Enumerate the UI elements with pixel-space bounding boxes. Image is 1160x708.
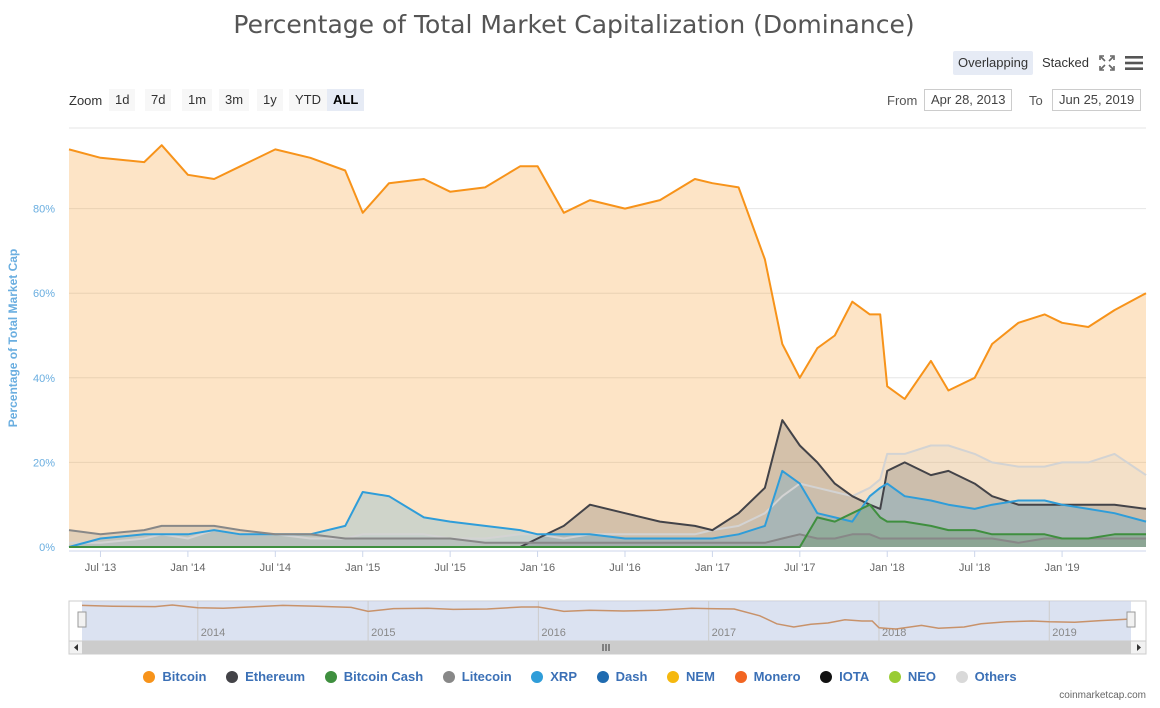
legend-label: Monero	[753, 669, 801, 684]
legend-item-monero[interactable]: Monero	[734, 669, 801, 684]
legend-label: NEM	[686, 669, 715, 684]
legend-marker-icon	[226, 670, 239, 683]
navigator-tick-label: 2019	[1052, 627, 1076, 639]
legend-label: Bitcoin	[162, 669, 207, 684]
x-tick-label: Jan '18	[870, 562, 905, 574]
litecoin-line[interactable]	[68, 524, 1146, 544]
ethereum-area	[69, 420, 1146, 547]
legend-label: NEO	[907, 669, 937, 684]
legend-item-ethereum[interactable]: Ethereum	[226, 669, 305, 684]
legend-marker-icon	[667, 670, 680, 683]
to-date-input[interactable]: Jun 25, 2019	[1052, 89, 1142, 111]
legend-marker-icon	[143, 670, 156, 683]
navigator-tick-label: 2018	[882, 627, 906, 639]
scroll-right-icon[interactable]	[1137, 644, 1141, 651]
navigator-tick-label: 2014	[201, 627, 225, 639]
zoom-ytd-button[interactable]: YTD	[289, 89, 327, 111]
legend-marker-icon	[734, 670, 747, 683]
y-tick-label: 40%	[33, 373, 55, 385]
zoom-3m-button[interactable]: 3m	[219, 89, 250, 111]
legend-item-nem[interactable]: NEM	[667, 669, 715, 684]
x-tick-label: Jul '17	[784, 562, 815, 574]
from-date-input[interactable]: Apr 28, 2013	[924, 89, 1013, 111]
bitcoin-area	[69, 145, 1146, 547]
x-tick-label: Jul '16	[609, 562, 640, 574]
legend-label: Dash	[615, 669, 648, 684]
legend-label: IOTA	[839, 669, 870, 684]
legend-marker-icon	[820, 670, 833, 683]
zoom-1m-button[interactable]: 1m	[182, 89, 213, 111]
y-tick-label: 0%	[39, 542, 55, 554]
menu-icon[interactable]	[1125, 55, 1143, 71]
x-tick-label: Jan '14	[170, 562, 205, 574]
navigator-tick-label: 2017	[712, 627, 736, 639]
to-label: To	[1029, 93, 1043, 108]
zoom-7d-button[interactable]: 7d	[145, 89, 172, 111]
chart-title: Percentage of Total Market Capitalizatio…	[233, 10, 915, 39]
zoom-label: Zoom	[69, 93, 103, 108]
legend-marker-icon	[596, 670, 609, 683]
legend-item-litecoin[interactable]: Litecoin	[442, 669, 512, 684]
navigator-bitcoin-line	[81, 604, 1132, 630]
scroll-left-icon[interactable]	[74, 644, 78, 651]
legend-label: XRP	[550, 669, 577, 684]
navigator-tick-label: 2015	[371, 627, 395, 639]
navigator-tick-label: 2016	[541, 627, 565, 639]
legend-item-dash[interactable]: Dash	[596, 669, 648, 684]
others-area	[69, 445, 1146, 547]
bitcoin-cash-line[interactable]	[69, 503, 1146, 548]
legend: Bitcoin Ethereum Bitcoin Cash Litecoin X…	[0, 669, 1160, 686]
legend-marker-icon	[531, 670, 544, 683]
legend-item-xrp[interactable]: XRP	[531, 669, 577, 684]
x-tick-label: Jul '15	[434, 562, 465, 574]
legend-marker-icon	[442, 670, 455, 683]
legend-item-iota[interactable]: IOTA	[820, 669, 869, 684]
navigator-selection[interactable]	[82, 601, 1131, 641]
legend-label: Bitcoin Cash	[343, 669, 424, 684]
legend-item-bitcoin-cash[interactable]: Bitcoin Cash	[324, 669, 424, 684]
navigator-left-handle[interactable]	[77, 611, 87, 628]
zoom-1d-button[interactable]: 1d	[109, 89, 136, 111]
legend-item-others[interactable]: Others	[955, 669, 1017, 684]
legend-item-neo[interactable]: NEO	[888, 669, 937, 684]
legend-marker-icon	[955, 670, 968, 683]
x-tick-label: Jan '17	[695, 562, 730, 574]
bitcoin-line[interactable]	[68, 144, 1147, 400]
y-axis-label: Percentage of Total Market Cap	[6, 249, 20, 428]
navigator-right-handle[interactable]	[1126, 611, 1136, 628]
zoom-1y-button[interactable]: 1y	[257, 89, 283, 111]
scrollbar-grip-icon[interactable]	[602, 644, 610, 651]
x-tick-label: Jan '16	[520, 562, 555, 574]
x-tick-label: Jan '15	[345, 562, 380, 574]
stacked-toggle[interactable]: Stacked	[1042, 55, 1089, 70]
legend-marker-icon	[888, 670, 901, 683]
legend-label: Others	[974, 669, 1017, 684]
fullscreen-icon[interactable]	[1099, 55, 1115, 71]
x-tick-label: Jul '18	[959, 562, 990, 574]
y-tick-label: 60%	[33, 288, 55, 300]
x-tick-label: Jul '14	[260, 562, 291, 574]
y-tick-label: 20%	[33, 457, 55, 469]
legend-label: Litecoin	[461, 669, 512, 684]
y-tick-label: 80%	[33, 204, 55, 216]
from-label: From	[887, 93, 918, 108]
navigator[interactable]: 2014 2015 2016 2017 2018 2019	[68, 600, 1147, 655]
legend-marker-icon	[324, 670, 337, 683]
x-tick-label: Jul '13	[85, 562, 116, 574]
overlapping-toggle[interactable]: Overlapping	[953, 51, 1034, 75]
legend-item-bitcoin[interactable]: Bitcoin	[143, 669, 206, 684]
legend-label: Ethereum	[245, 669, 306, 684]
litecoin-area	[69, 525, 1146, 547]
x-tick-label: Jan '19	[1045, 562, 1080, 574]
zoom-all-button[interactable]: ALL	[327, 89, 365, 111]
credit-link[interactable]: coinmarketcap.com	[1059, 690, 1146, 701]
